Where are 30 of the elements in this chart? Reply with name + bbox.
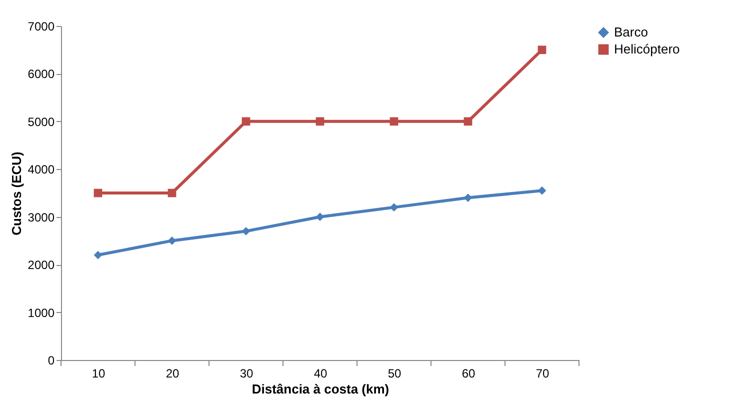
x-tick-label: 60 (462, 366, 476, 380)
point (168, 188, 176, 198)
point (94, 250, 102, 260)
point (94, 188, 102, 198)
x-tick-label: 70 (536, 366, 550, 380)
y-tick-label: 5000 (28, 114, 55, 129)
x-tick-label: 40 (314, 366, 328, 380)
point (464, 194, 472, 202)
point (168, 236, 176, 245)
y-tick-label: 7000 (28, 20, 55, 34)
point (464, 117, 472, 126)
point (390, 203, 398, 212)
legend-label: Barco (614, 24, 648, 40)
legend-label: Helicóptero (614, 42, 680, 56)
x-tick-label: 30 (240, 366, 254, 380)
x-tick-label: 50 (388, 366, 402, 380)
x-tick-label: 10 (92, 366, 106, 380)
point (316, 117, 324, 126)
point (390, 117, 398, 126)
y-tick-label: 0 (48, 354, 55, 368)
point (242, 117, 250, 126)
y-tick-label: 2000 (28, 258, 55, 272)
x-tick-label: 20 (166, 366, 180, 380)
y-tick-label: 3000 (28, 210, 55, 224)
y-axis-title: Custos (ECU) (8, 152, 24, 236)
point (538, 46, 546, 54)
y-tick-label: 6000 (28, 67, 55, 82)
x-axis-title: Distância à costa (km) (252, 382, 390, 396)
y-tick-label: 1000 (28, 306, 55, 320)
y-tick-label: 4000 (28, 162, 55, 177)
